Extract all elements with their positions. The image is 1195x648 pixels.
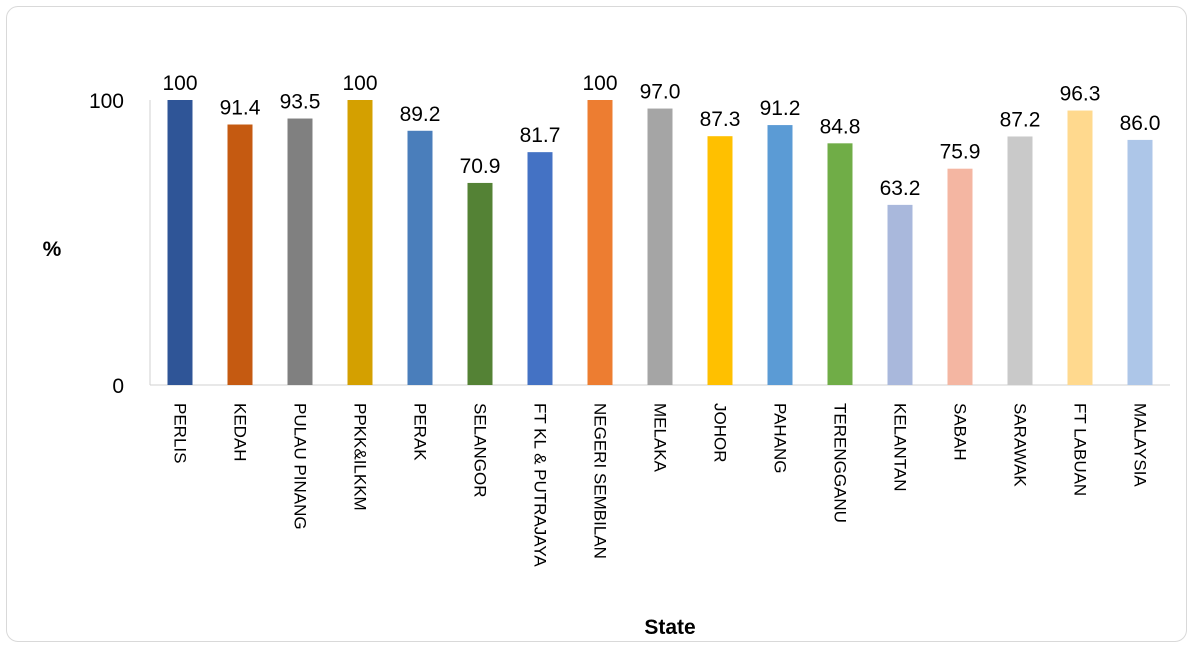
bar-value-label-5: 70.9 — [460, 155, 501, 178]
x-tick-label-5: SELANGOR — [471, 403, 490, 497]
bar-value-label-12: 63.2 — [880, 177, 921, 200]
bar-value-label-7: 100 — [582, 72, 617, 95]
bar-value-label-14: 87.2 — [1000, 108, 1041, 131]
y-tick-label-0: 0 — [112, 375, 124, 398]
bar-16 — [1127, 139, 1153, 385]
x-tick-label-2: PULAU PINANG — [291, 403, 310, 530]
bar-14 — [1007, 136, 1033, 385]
y-tick-label-100: 100 — [89, 90, 124, 113]
bars-group: 100 PERLIS 91.4 KEDAH 93.5 PULAU PINANG 100 PPK… — [162, 72, 1160, 567]
x-tick-label-13: SABAH — [951, 403, 970, 461]
bar-value-label-11: 84.8 — [820, 115, 861, 138]
bar-11 — [827, 143, 853, 385]
bar-1 — [227, 124, 253, 385]
x-tick-label-7: NEGERI SEMBILAN — [591, 403, 610, 559]
bar-13 — [947, 168, 973, 385]
bar-0 — [167, 100, 193, 385]
bar-7 — [587, 100, 613, 385]
bar-value-label-15: 96.3 — [1060, 83, 1101, 106]
bar-4 — [407, 130, 433, 385]
bar-value-label-10: 91.2 — [760, 97, 801, 120]
bar-15 — [1067, 110, 1093, 386]
bar-value-label-16: 86.0 — [1120, 112, 1161, 135]
x-tick-label-10: PAHANG — [771, 403, 790, 474]
x-tick-label-3: PPKK&ILKKM — [351, 403, 370, 511]
bar-2 — [287, 118, 313, 386]
x-tick-label-0: PERLIS — [171, 403, 190, 463]
bar-value-label-3: 100 — [342, 72, 377, 95]
x-tick-label-4: PERAK — [411, 403, 430, 461]
y-axis-title: % — [43, 238, 62, 261]
bar-9 — [707, 136, 733, 385]
bar-12 — [887, 204, 913, 385]
bar-value-label-9: 87.3 — [700, 108, 741, 131]
bar-value-label-1: 91.4 — [220, 97, 261, 120]
x-tick-label-12: KELANTAN — [891, 403, 910, 492]
bar-8 — [647, 108, 673, 386]
x-axis-title: State — [644, 616, 695, 639]
bar-value-label-2: 93.5 — [280, 91, 321, 114]
x-tick-label-14: SARAWAK — [1011, 403, 1030, 487]
x-tick-label-8: MELAKA — [651, 403, 670, 473]
x-tick-label-9: JOHOR — [711, 403, 730, 463]
bar-value-label-6: 81.7 — [520, 124, 561, 147]
bar-value-label-13: 75.9 — [940, 141, 981, 164]
bar-3 — [347, 100, 373, 385]
x-tick-label-6: FT KL & PUTRAJAYA — [531, 403, 550, 567]
bar-10 — [767, 125, 793, 385]
bar-5 — [467, 182, 493, 385]
bar-value-label-4: 89.2 — [400, 103, 441, 126]
bar-value-label-8: 97.0 — [640, 81, 681, 104]
x-tick-label-15: FT LABUAN — [1071, 403, 1090, 496]
x-tick-label-1: KEDAH — [231, 403, 250, 462]
bar-value-label-0: 100 — [162, 72, 197, 95]
x-tick-label-16: MALAYSIA — [1131, 403, 1150, 487]
x-tick-label-11: TERENGGANU — [831, 403, 850, 523]
bar-6 — [527, 152, 553, 385]
